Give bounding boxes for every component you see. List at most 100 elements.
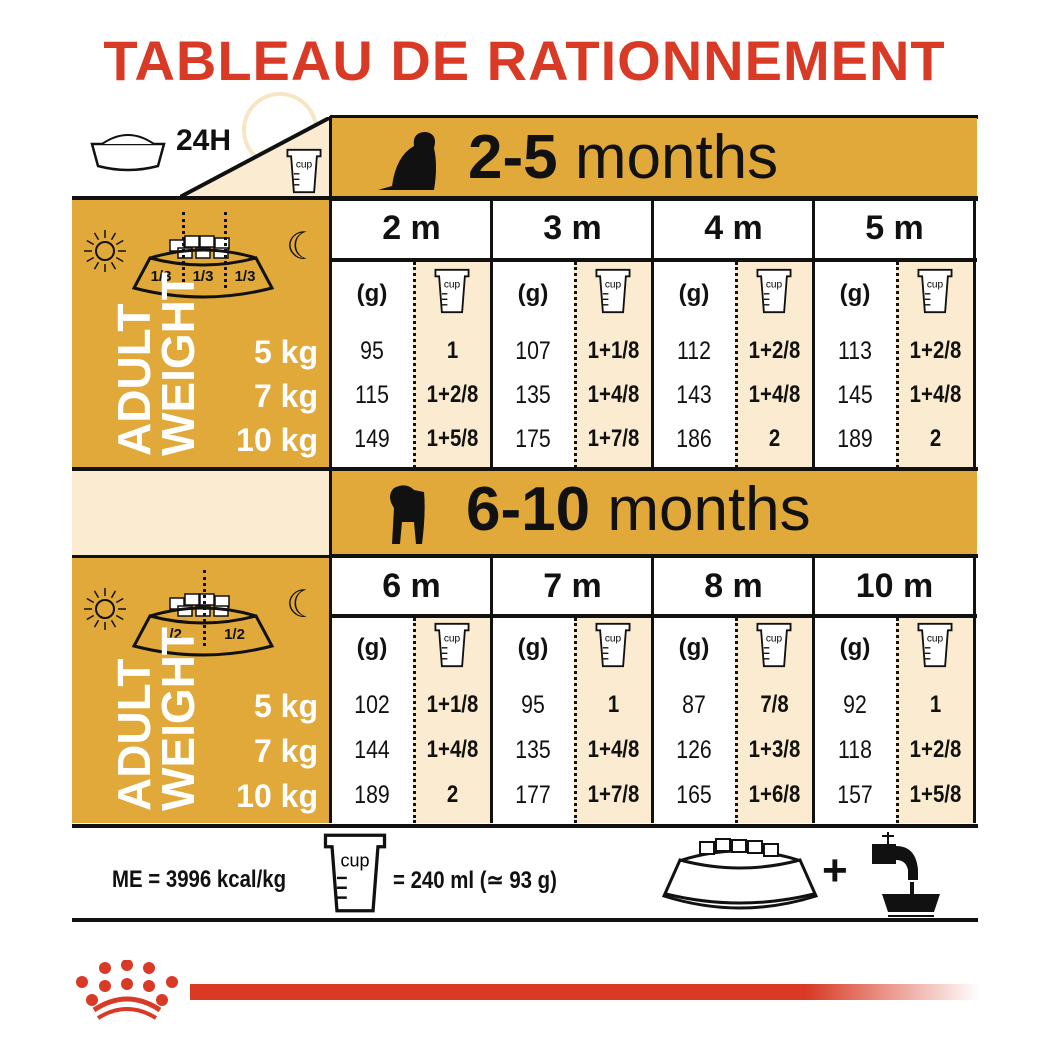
grams-header: (g): [517, 280, 549, 307]
grams-value: 143: [676, 381, 712, 409]
svg-text:cup: cup: [605, 633, 622, 644]
grams-value: 95: [521, 691, 545, 719]
weight-label: WEIGHT: [152, 627, 204, 811]
month-header: 2 m: [382, 209, 441, 247]
page-title: TABLEAU DE RATIONNEMENT: [103, 29, 946, 92]
grams-header: (g): [678, 280, 710, 307]
divider: [182, 212, 185, 288]
sun-icon: [84, 230, 126, 272]
meal-fraction: 1/3: [234, 268, 256, 285]
brand-bar: [190, 984, 980, 1000]
cups-value: 1+2/8: [426, 381, 479, 408]
divider: [72, 467, 978, 471]
divider: [651, 558, 654, 823]
divider: [896, 262, 899, 468]
cup-icon: cup: [323, 833, 387, 913]
cups-value: 1: [446, 337, 459, 364]
grams-value: 95: [360, 337, 384, 365]
divider: [413, 262, 416, 468]
cups-value: 2: [768, 425, 781, 452]
cups-value: 1+4/8: [587, 381, 640, 408]
grams-value: 135: [515, 381, 551, 409]
royal-canin-logo: [76, 960, 178, 1020]
age-band: [331, 118, 977, 198]
grams-value: 189: [837, 425, 873, 453]
weight-row-label: 5 kg: [253, 334, 318, 370]
age-range-title: 6-10 months: [466, 474, 811, 545]
divider: [735, 618, 738, 823]
cups-value: 7/8: [760, 691, 789, 718]
grams-value: 126: [676, 736, 712, 764]
month-header: 4 m: [704, 209, 763, 247]
grams-value: 113: [838, 337, 872, 365]
cups-value: 1+1/8: [587, 337, 640, 364]
cups-value: 1+6/8: [748, 781, 801, 808]
cups-value: 1: [607, 691, 620, 718]
age-unit: months: [574, 123, 779, 192]
cup-icon: cup: [595, 622, 631, 668]
grams-value: 102: [354, 691, 390, 719]
divider: [72, 554, 978, 558]
divider: [812, 558, 815, 823]
divider: [330, 115, 978, 119]
svg-text:cup: cup: [927, 633, 944, 644]
grams-header: (g): [356, 634, 388, 661]
cup-header: cup: [433, 622, 471, 673]
cups-value: 1+4/8: [587, 736, 640, 763]
grams-value: 112: [677, 337, 711, 365]
cups-value: 2: [929, 425, 942, 452]
cups-value: 1+4/8: [426, 736, 479, 763]
adult-weight-label: ADULT WEIGHT: [108, 272, 204, 456]
bowl-icon: [90, 134, 166, 172]
divider: [224, 212, 227, 288]
cup-icon: cup: [434, 622, 470, 668]
puppy-icon: [390, 485, 425, 544]
grams-value: 144: [354, 736, 390, 764]
cup-icon: cup: [756, 622, 792, 668]
divider: [490, 200, 493, 468]
meal-fraction: 1/3: [150, 268, 172, 285]
cup-equivalence: = 240 ml (≃ 93 g): [393, 867, 557, 894]
grams-header: (g): [517, 634, 549, 661]
cups-value: 1+4/8: [748, 381, 801, 408]
cups-value: 1+2/8: [909, 736, 962, 763]
divider: [574, 618, 577, 823]
grams-value: 157: [837, 781, 873, 809]
divider: [331, 258, 977, 262]
moon-icon: ☾: [286, 226, 321, 268]
meal-fraction: 1/3: [192, 268, 214, 285]
month-header: 6 m: [382, 567, 441, 605]
cups-value: 1+1/8: [426, 691, 479, 718]
divider: [72, 918, 978, 922]
age-unit: months: [607, 475, 811, 544]
moon-icon: ☾: [286, 584, 321, 626]
grams-value: 145: [837, 381, 873, 409]
cups-value: 1+7/8: [587, 781, 640, 808]
cups-value: 1+5/8: [909, 781, 962, 808]
cup-header: cup: [433, 268, 471, 319]
month-header: 7 m: [543, 567, 602, 605]
grams-value: 149: [354, 425, 390, 453]
grams-header: (g): [839, 634, 871, 661]
cup-icon: cup: [917, 622, 953, 668]
month-header: 8 m: [704, 567, 763, 605]
divider: [735, 262, 738, 468]
weight-label: WEIGHT: [152, 272, 204, 456]
svg-text:cup: cup: [444, 633, 461, 644]
cup-icon: cup: [434, 268, 470, 314]
weight-row-label: 10 kg: [236, 778, 318, 814]
age-range: 2-5: [468, 123, 558, 192]
divider: [490, 558, 493, 823]
cups-value: 1+2/8: [748, 337, 801, 364]
meal-fraction: 1/2: [224, 626, 245, 643]
cups-value: 2: [446, 781, 459, 808]
cups-value: 1: [929, 691, 942, 718]
cup-icon: cup: [917, 268, 953, 314]
cup-icon: cup: [595, 268, 631, 314]
svg-text:cup: cup: [605, 279, 622, 290]
divider: [651, 200, 654, 468]
cup-header: cup: [755, 268, 793, 319]
cups-value: 1+2/8: [909, 337, 962, 364]
divider: [72, 824, 978, 828]
age-range: 6-10: [466, 475, 591, 544]
